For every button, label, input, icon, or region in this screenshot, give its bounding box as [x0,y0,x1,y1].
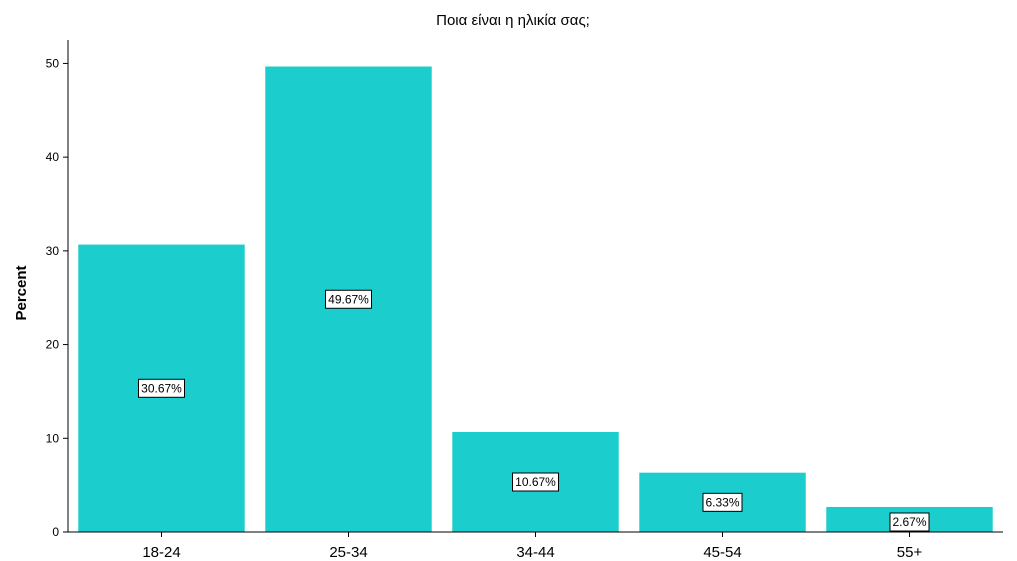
bars-group [78,66,993,532]
data-label: 2.67% [892,515,926,529]
data-label-box [702,492,743,512]
data-label-box [138,378,185,398]
data-label: 6.33% [705,495,739,509]
y-axis-label: Percent [13,265,30,320]
data-labels-group: 30.67% 49.67% 10.67% 6.33% 2.67% [138,289,930,532]
x-tick-label: 25-34 [329,544,367,561]
y-axis-ticks: 0 10 20 30 40 50 [46,56,68,539]
x-tick-label: 34-44 [516,544,554,561]
x-tick-label: 45-54 [703,544,741,561]
y-tick-label: 50 [46,56,60,70]
x-axis-ticks: 18-24 25-34 34-44 45-54 55+ [142,532,922,561]
y-tick-label: 10 [46,431,60,445]
data-label: 10.67% [515,475,556,489]
x-tick-label: 55+ [897,544,923,561]
x-tick-label: 18-24 [142,544,180,561]
y-tick-label: 40 [46,150,60,164]
data-label-box [512,472,559,492]
data-label-box [325,289,372,309]
data-label: 49.67% [328,292,369,306]
data-label-box [889,512,930,532]
data-label: 30.67% [141,381,182,395]
y-tick-label: 0 [52,525,59,539]
y-tick-label: 20 [46,338,60,352]
y-tick-label: 30 [46,244,60,258]
chart-title: Ποια είναι η ηλικία σας; [436,12,590,29]
